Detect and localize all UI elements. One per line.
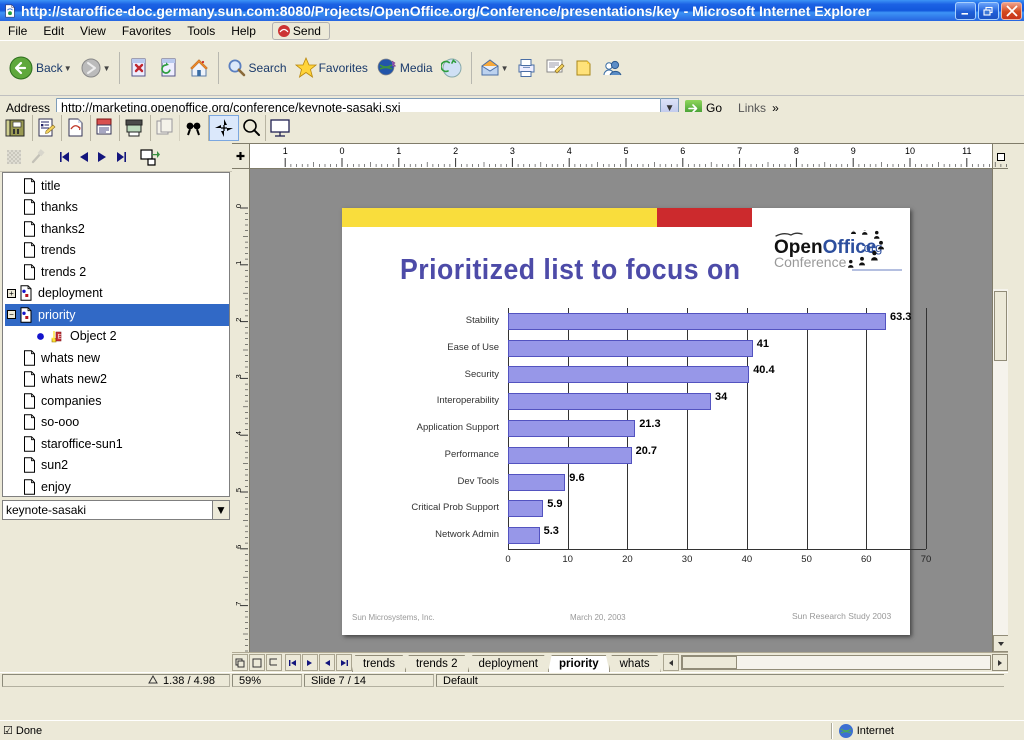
svg-text:4: 4	[234, 431, 243, 435]
svg-text:5: 5	[234, 488, 243, 492]
svg-text:6: 6	[234, 545, 243, 549]
svg-text:11: 11	[962, 146, 971, 156]
svg-text:7: 7	[737, 146, 742, 156]
svg-text:9: 9	[851, 146, 856, 156]
svg-text:3: 3	[234, 374, 243, 378]
svg-text:1: 1	[283, 146, 288, 156]
svg-text:0: 0	[339, 146, 344, 156]
svg-text:0: 0	[234, 204, 243, 208]
svg-text:E: E	[58, 334, 62, 340]
svg-text:3: 3	[510, 146, 515, 156]
svg-text:1: 1	[234, 261, 243, 265]
svg-text:8: 8	[794, 146, 799, 156]
svg-text:5: 5	[623, 146, 628, 156]
svg-text:6: 6	[680, 146, 685, 156]
svg-text:7: 7	[234, 602, 243, 606]
svg-text:1: 1	[396, 146, 401, 156]
svg-text:10: 10	[905, 146, 915, 156]
svg-text:Conference: Conference	[774, 254, 847, 270]
svg-text:2: 2	[234, 318, 243, 322]
svg-text:2: 2	[453, 146, 458, 156]
svg-text:4: 4	[567, 146, 572, 156]
